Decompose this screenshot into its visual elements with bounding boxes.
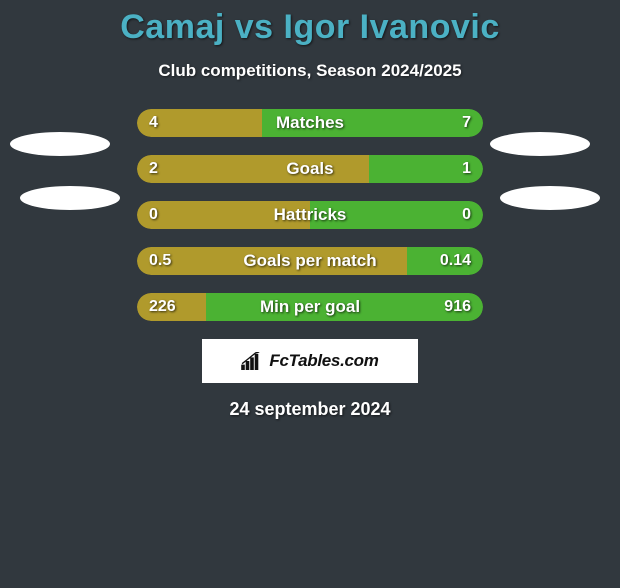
- stat-value-left: 226: [149, 298, 176, 316]
- stat-value-right: 0: [462, 206, 471, 224]
- stat-row: 226 916 Min per goal: [137, 293, 483, 321]
- stat-value-right: 1: [462, 160, 471, 178]
- decorative-ellipse: [10, 132, 110, 156]
- stat-value-left: 4: [149, 114, 158, 132]
- logo-text: FcTables.com: [269, 351, 378, 371]
- stat-value-left: 0: [149, 206, 158, 224]
- decorative-ellipse: [500, 186, 600, 210]
- stat-row: 0 0 Hattricks: [137, 201, 483, 229]
- bars-icon: [241, 352, 263, 370]
- stat-label: Min per goal: [260, 297, 360, 317]
- stat-label: Matches: [276, 113, 344, 133]
- stat-value-left: 0.5: [149, 252, 171, 270]
- decorative-ellipse: [20, 186, 120, 210]
- stat-row: 4 7 Matches: [137, 109, 483, 137]
- stat-row: 0.5 0.14 Goals per match: [137, 247, 483, 275]
- page-subtitle: Club competitions, Season 2024/2025: [0, 61, 620, 81]
- stat-value-right: 7: [462, 114, 471, 132]
- stat-value-right: 916: [444, 298, 471, 316]
- date-label: 24 september 2024: [0, 399, 620, 420]
- stat-row: 2 1 Goals: [137, 155, 483, 183]
- decorative-ellipse: [490, 132, 590, 156]
- page-title: Camaj vs Igor Ivanovic: [0, 8, 620, 47]
- stats-container: 4 7 Matches 2 1 Goals 0 0 Hattricks 0.5 0.14 Goals …: [137, 109, 483, 321]
- stat-fill-left: [137, 155, 369, 183]
- stat-value-left: 2: [149, 160, 158, 178]
- stat-label: Goals per match: [243, 251, 376, 271]
- stat-value-right: 0.14: [440, 252, 471, 270]
- stat-label: Goals: [286, 159, 333, 179]
- stat-label: Hattricks: [274, 205, 347, 225]
- logo-box[interactable]: FcTables.com: [202, 339, 418, 383]
